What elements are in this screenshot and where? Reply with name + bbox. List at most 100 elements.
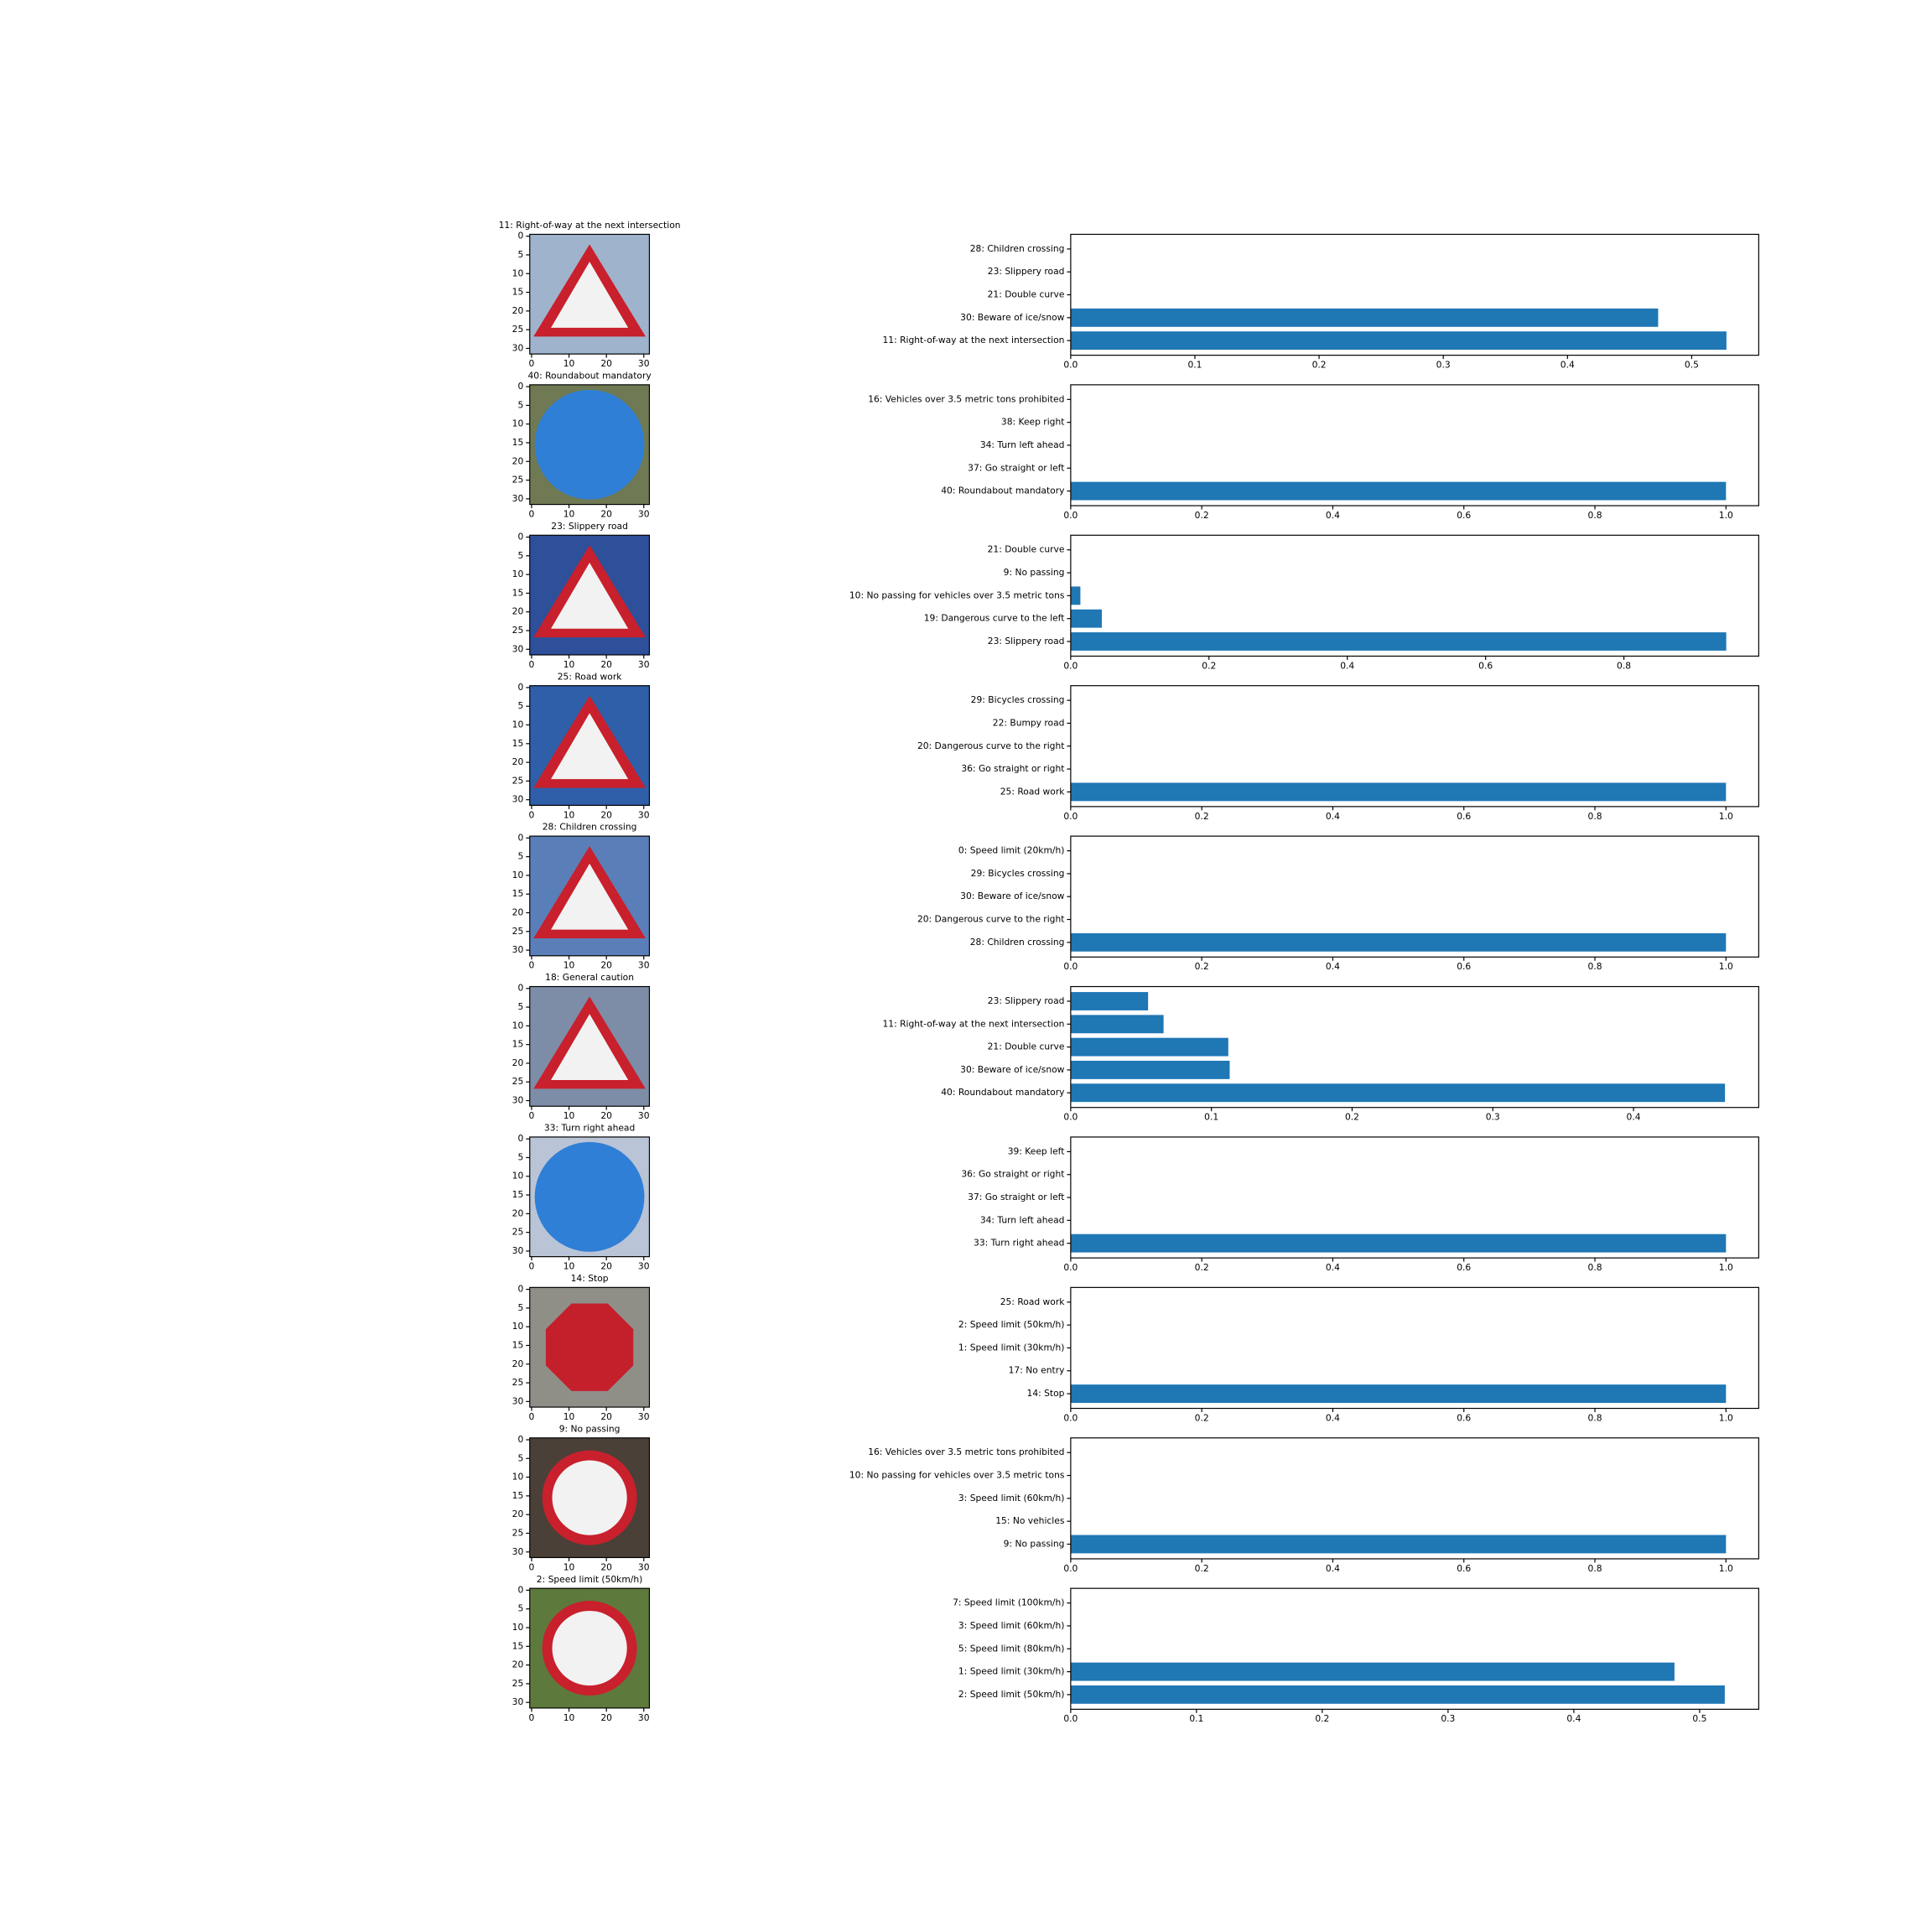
category-label: 28: Children crossing xyxy=(970,937,1065,948)
x-tick-label: 30 xyxy=(638,508,650,519)
x-tick-label: 1.0 xyxy=(1719,1563,1733,1574)
category-label: 3: Speed limit (60km/h) xyxy=(958,1493,1065,1504)
sign-face xyxy=(551,713,629,780)
x-tick-label: 0.0 xyxy=(1063,1262,1078,1273)
y-tick-label: 15 xyxy=(512,287,524,298)
y-tick-label: 20 xyxy=(512,1057,524,1068)
category-label: 11: Right-of-way at the next intersectio… xyxy=(882,335,1064,345)
x-tick-label: 0.5 xyxy=(1685,360,1699,371)
y-tick-label: 30 xyxy=(512,1395,524,1406)
image-title: 33: Turn right ahead xyxy=(544,1123,635,1134)
category-label: 15: No vehicles xyxy=(995,1515,1065,1526)
x-tick-label: 0.8 xyxy=(1588,961,1602,972)
y-tick-label: 0 xyxy=(517,532,523,543)
x-tick-label: 30 xyxy=(638,1712,650,1723)
y-tick-label: 10 xyxy=(512,1171,524,1182)
category-label: 11: Right-of-way at the next intersectio… xyxy=(882,1018,1064,1029)
x-tick-label: 20 xyxy=(600,809,612,820)
y-tick-label: 20 xyxy=(512,455,524,466)
y-tick-label: 30 xyxy=(512,794,524,805)
x-tick-label: 0.4 xyxy=(1326,811,1340,822)
category-label: 23: Slippery road xyxy=(988,266,1065,277)
x-tick-label: 0.8 xyxy=(1617,660,1631,671)
x-tick-label: 0.2 xyxy=(1315,1713,1329,1724)
axes-frame xyxy=(529,685,651,806)
x-tick-label: 0 xyxy=(529,809,535,820)
y-tick-label: 10 xyxy=(512,1622,524,1633)
axes-frame xyxy=(529,384,651,506)
category-label: 1: Speed limit (30km/h) xyxy=(958,1342,1065,1353)
bar xyxy=(1070,992,1149,1010)
x-tick-label: 0.6 xyxy=(1478,660,1493,671)
bar xyxy=(1070,1662,1675,1681)
sign-face xyxy=(552,1460,627,1535)
x-tick-label: 0 xyxy=(529,659,535,670)
category-label: 21: Double curve xyxy=(988,289,1065,300)
y-tick-label: 30 xyxy=(512,1095,524,1106)
category-label: 40: Roundabout mandatory xyxy=(941,1087,1064,1098)
category-label: 9: No passing xyxy=(1004,567,1065,578)
y-tick-label: 10 xyxy=(512,1321,524,1332)
x-tick-label: 0.2 xyxy=(1195,1563,1209,1574)
x-tick-label: 0.2 xyxy=(1312,360,1327,371)
x-tick-label: 30 xyxy=(638,960,650,971)
y-tick-label: 15 xyxy=(512,1039,524,1050)
x-tick-label: 0.6 xyxy=(1457,811,1471,822)
x-tick-label: 0.2 xyxy=(1345,1112,1359,1123)
axes-frame xyxy=(1070,1437,1759,1560)
category-label: 7: Speed limit (100km/h) xyxy=(953,1597,1064,1608)
sign-face xyxy=(534,1141,645,1252)
x-tick-label: 30 xyxy=(638,1110,650,1121)
x-tick-label: 0.8 xyxy=(1588,1262,1602,1273)
x-tick-label: 0.8 xyxy=(1588,1563,1602,1574)
y-tick-label: 0 xyxy=(517,231,523,242)
y-tick-label: 15 xyxy=(512,888,524,899)
category-label: 25: Road work xyxy=(1000,1296,1065,1307)
x-tick-label: 0.5 xyxy=(1692,1713,1706,1724)
x-tick-label: 0.1 xyxy=(1187,360,1202,371)
x-tick-label: 30 xyxy=(638,1261,650,1272)
x-tick-label: 0.4 xyxy=(1326,1563,1340,1574)
y-tick-label: 25 xyxy=(512,625,524,636)
x-tick-label: 0.6 xyxy=(1457,1412,1471,1423)
category-label: 40: Roundabout mandatory xyxy=(941,486,1064,496)
x-tick-label: 0.3 xyxy=(1486,1112,1500,1123)
y-tick-label: 20 xyxy=(512,1358,524,1369)
x-tick-label: 0.0 xyxy=(1063,510,1078,521)
sign-face xyxy=(551,863,629,930)
bar xyxy=(1070,632,1727,651)
x-tick-label: 20 xyxy=(600,1712,612,1723)
x-tick-label: 0.2 xyxy=(1202,660,1216,671)
x-tick-label: 0.3 xyxy=(1436,360,1451,371)
x-tick-label: 20 xyxy=(600,1411,612,1422)
sign-face xyxy=(534,389,645,500)
image-title: 11: Right-of-way at the next intersectio… xyxy=(499,220,681,231)
category-label: 17: No entry xyxy=(1009,1365,1065,1376)
y-tick-label: 0 xyxy=(517,983,523,994)
x-tick-label: 0.6 xyxy=(1457,1262,1471,1273)
x-tick-label: 0.4 xyxy=(1627,1112,1641,1123)
y-tick-label: 5 xyxy=(517,550,523,561)
x-tick-label: 20 xyxy=(600,1561,612,1572)
y-tick-label: 5 xyxy=(517,1001,523,1012)
axes-frame xyxy=(1070,1136,1759,1259)
axes-frame xyxy=(1070,985,1759,1109)
y-tick-label: 25 xyxy=(512,1377,524,1388)
x-tick-label: 0.4 xyxy=(1326,510,1340,521)
category-label: 28: Children crossing xyxy=(970,243,1065,254)
y-tick-label: 15 xyxy=(512,587,524,598)
category-label: 2: Speed limit (50km/h) xyxy=(958,1689,1065,1700)
y-tick-label: 20 xyxy=(512,606,524,617)
bar xyxy=(1070,609,1102,628)
y-tick-label: 15 xyxy=(512,1339,524,1350)
category-label: 29: Bicycles crossing xyxy=(971,868,1065,879)
x-tick-label: 0 xyxy=(529,1411,535,1422)
category-label: 21: Double curve xyxy=(988,1041,1065,1052)
x-tick-label: 20 xyxy=(600,1110,612,1121)
bar xyxy=(1070,308,1659,327)
y-tick-label: 15 xyxy=(512,1189,524,1200)
axes-frame xyxy=(529,1587,651,1709)
category-label: 38: Keep right xyxy=(1001,417,1065,428)
x-tick-label: 0.0 xyxy=(1063,1412,1078,1423)
category-label: 1: Speed limit (30km/h) xyxy=(958,1666,1065,1677)
